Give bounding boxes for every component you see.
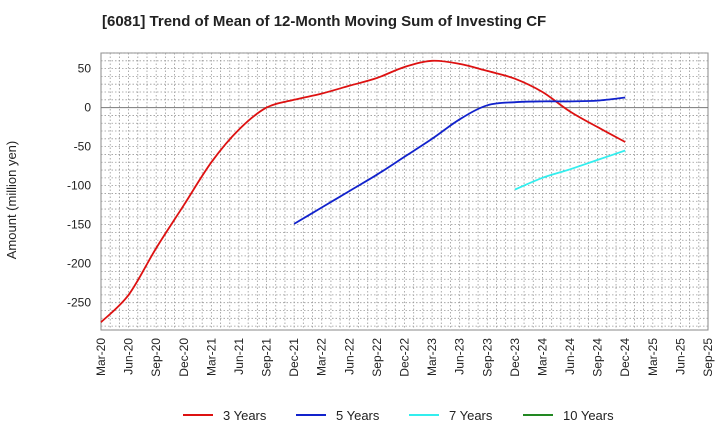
x-tick-label: Sep-20 [149, 338, 163, 377]
x-tick-label: Mar-20 [94, 338, 108, 376]
x-tick-label: Dec-21 [287, 338, 301, 377]
x-tick-label: Dec-24 [618, 338, 632, 377]
x-tick-label: Mar-22 [315, 338, 329, 376]
x-tick-label: Jun-24 [563, 338, 577, 375]
legend-label: 5 Years [336, 407, 380, 423]
x-tick-label: Jun-22 [342, 338, 356, 375]
legend-item-7-years: 7 Years [409, 404, 492, 426]
y-tick-label: -50 [74, 140, 92, 154]
x-tick-label: Sep-22 [370, 338, 384, 377]
x-tick-label: Mar-24 [535, 338, 549, 376]
x-tick-label: Sep-21 [260, 338, 274, 377]
x-tick-label: Sep-25 [701, 338, 715, 377]
legend-swatch [296, 414, 326, 416]
y-tick-label: -250 [67, 296, 91, 310]
legend-item-3-years: 3 Years [183, 404, 266, 426]
x-tick-label: Jun-25 [673, 338, 687, 375]
legend-swatch [523, 414, 553, 416]
x-tick-label: Dec-23 [508, 338, 522, 377]
x-tick-label: Mar-25 [646, 338, 660, 376]
legend-label: 10 Years [563, 407, 614, 423]
x-tick-label: Jun-23 [453, 338, 467, 375]
legend-item-5-years: 5 Years [296, 404, 379, 426]
x-tick-label: Dec-20 [177, 338, 191, 377]
series-line-5-years [293, 96, 626, 225]
legend-item-10-years: 10 Years [523, 404, 614, 426]
x-tick-label: Sep-24 [591, 338, 605, 377]
y-tick-label: 50 [78, 62, 92, 76]
x-tick-label: Jun-21 [232, 338, 246, 375]
x-tick-label: Jun-20 [122, 338, 136, 375]
legend-swatch [183, 414, 213, 416]
chart-plot: 50 0 -50 -100 -150 -200 -250 Mar-20 Jun-20 Sep-20… [67, 52, 715, 377]
series-line-7-years [514, 149, 626, 191]
x-tick-label: Sep-23 [480, 338, 494, 377]
y-tick-label: -200 [67, 257, 91, 271]
series-line-3-years [100, 59, 626, 323]
legend-swatch [409, 414, 439, 416]
legend-label: 7 Years [449, 407, 493, 423]
x-tick-label: Mar-21 [204, 338, 218, 376]
x-tick-label: Dec-22 [398, 338, 412, 377]
y-tick-label: 0 [84, 101, 91, 115]
y-tick-label: -150 [67, 218, 91, 232]
y-tick-label: -100 [67, 179, 91, 193]
chart-legend: 3 Years 5 Years 7 Years 10 Years [0, 404, 720, 428]
legend-label: 3 Years [223, 407, 267, 423]
x-tick-label: Mar-23 [425, 338, 439, 376]
chart-title: [6081] Trend of Mean of 12-Month Moving … [102, 13, 547, 30]
